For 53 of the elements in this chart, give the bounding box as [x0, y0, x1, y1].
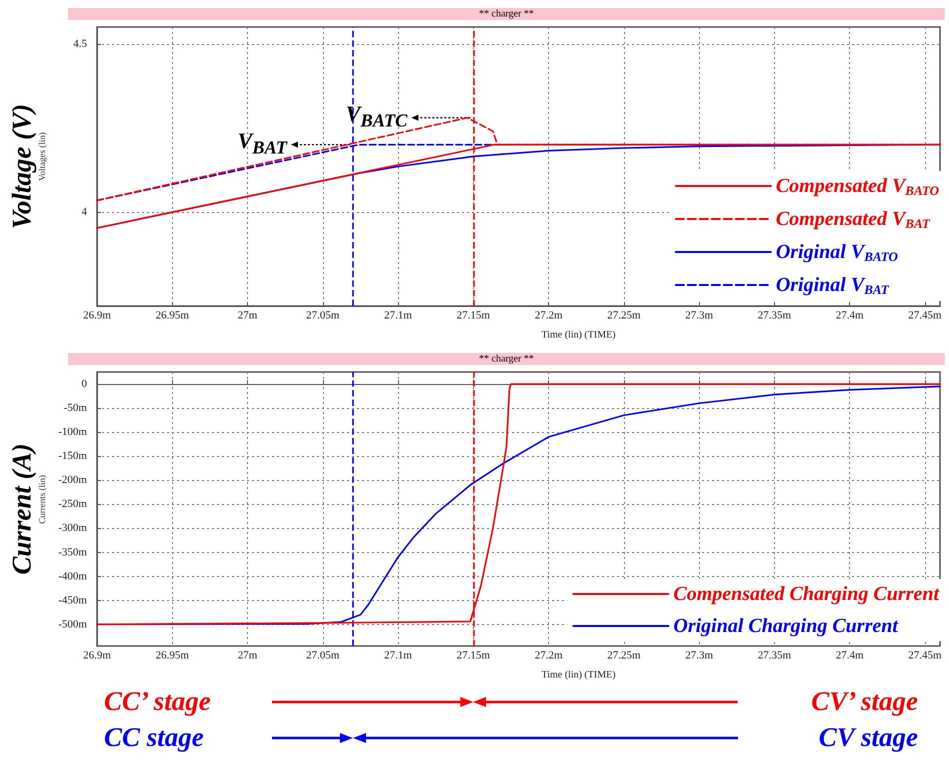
x-tick-label: 27.05m — [306, 650, 340, 662]
y-tick-label: -500m — [58, 618, 88, 630]
text: Voltages (lin) — [37, 132, 47, 181]
text: Currents (lin) — [37, 474, 47, 524]
x-tick-label: 27.15m — [456, 310, 490, 322]
y-tick-label: -150m — [58, 450, 88, 462]
y-tick-label: -400m — [58, 570, 88, 582]
x-tick-label: 26.9m — [83, 310, 112, 322]
x-tick-label: 26.9m — [83, 650, 112, 662]
chart-title: ** charger ** — [479, 354, 534, 364]
annotation: V$_{BAT}$ — [238, 128, 287, 160]
x-tick-label: 27.1m — [384, 650, 412, 662]
legend-label: Original Charging Current — [673, 615, 900, 637]
x-axis-title: Time (lin) (TIME) — [541, 670, 616, 680]
y-tick-label: 4.5 — [73, 38, 88, 50]
x-tick-label: 27.45m — [908, 650, 942, 662]
annotation: V$_{BATC}$ — [346, 100, 408, 132]
x-tick-label: 27.35m — [758, 310, 792, 322]
text: CC’ stage — [104, 685, 211, 717]
y-tick-label: 0 — [82, 378, 88, 390]
x-tick-label: 27.4m — [836, 310, 864, 322]
y-tick-label: -50m — [64, 402, 88, 414]
chart-title: ** charger ** — [479, 8, 534, 20]
x-tick-label: 27.4m — [836, 650, 864, 662]
y-tick-label: -250m — [58, 498, 88, 510]
y-tick-label: -450m — [58, 594, 88, 606]
y-tick-label: -200m — [58, 474, 88, 486]
x-tick-label: 27.2m — [534, 310, 563, 322]
x-tick-label: 27.05m — [306, 310, 340, 322]
y-tick-label: -350m — [58, 546, 88, 558]
x-tick-label: 27.25m — [607, 310, 641, 322]
x-tick-label: 27.3m — [685, 310, 714, 322]
y-tick-label: 4 — [82, 206, 88, 218]
x-tick-label: 27.25m — [607, 650, 641, 662]
y-tick-label: -100m — [58, 426, 88, 438]
y-axis-title: Current (A) — [6, 443, 36, 575]
x-tick-label: 27.45m — [908, 310, 942, 322]
text: CV’ stage — [811, 685, 918, 717]
x-tick-label: 27.15m — [456, 650, 490, 662]
x-tick-label: 26.95m — [156, 310, 190, 322]
x-tick-label: 27.35m — [758, 650, 792, 662]
y-tick-label: -300m — [58, 522, 88, 534]
x-tick-label: 26.95m — [156, 650, 190, 662]
x-tick-label: 27m — [238, 650, 258, 662]
legend-label: Compensated Charging Current — [673, 583, 940, 605]
text: CV stage — [818, 721, 918, 753]
x-tick-label: 27m — [238, 310, 258, 322]
x-axis-title: Time (lin) (TIME) — [541, 330, 616, 340]
y-axis-title: Voltage (V) — [6, 104, 36, 230]
text: CC stage — [104, 721, 204, 753]
x-tick-label: 27.3m — [685, 650, 714, 662]
x-tick-label: 27.2m — [534, 650, 563, 662]
x-tick-label: 27.1m — [384, 310, 412, 322]
